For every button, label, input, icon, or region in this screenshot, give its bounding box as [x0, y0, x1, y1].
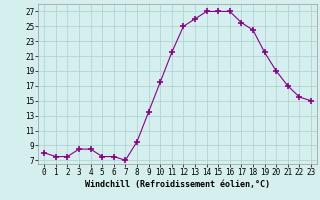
X-axis label: Windchill (Refroidissement éolien,°C): Windchill (Refroidissement éolien,°C)	[85, 180, 270, 189]
